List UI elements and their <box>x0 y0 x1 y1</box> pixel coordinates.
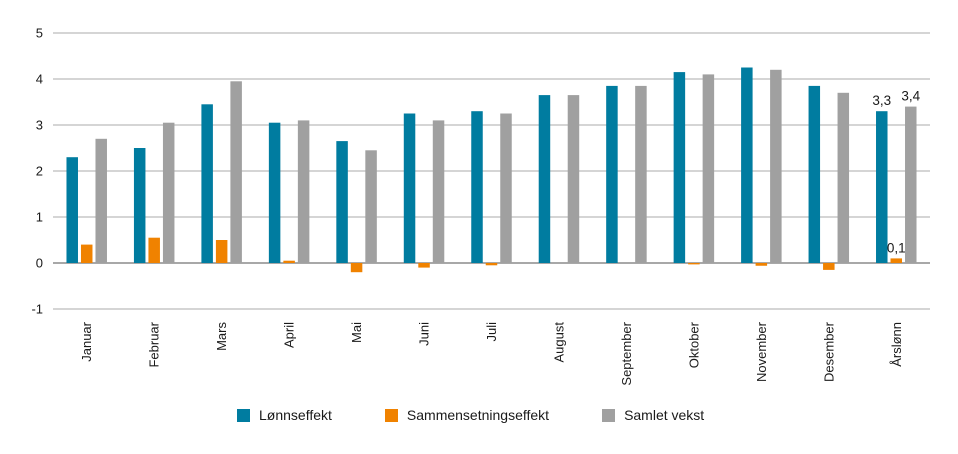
bar-lønnseffekt-oktober <box>673 72 686 263</box>
x-category-label-april: April <box>282 322 297 348</box>
y-tick-label-5: 5 <box>36 26 43 41</box>
bar-sammensetningseffekt-februar <box>148 237 160 263</box>
bar-sammensetningseffekt-årslønn <box>890 258 903 263</box>
bar-samlet-vekst-årslønn <box>905 106 917 263</box>
bar-samlet-vekst-april <box>297 120 310 264</box>
bar-lønnseffekt-årslønn <box>876 111 888 263</box>
y-tick-label-0: 0 <box>36 256 43 271</box>
x-category-label-juni: Juni <box>417 322 432 346</box>
x-category-label-desember: Desember <box>821 321 836 382</box>
bar-lønnseffekt-juli <box>471 111 483 263</box>
y-tick-label--1: -1 <box>31 302 43 317</box>
bar-samlet-vekst-februar <box>162 122 175 263</box>
bar-sammensetningseffekt-juni <box>418 263 430 268</box>
x-category-label-årslønn: Årslønn <box>889 322 904 367</box>
bar-samlet-vekst-mars <box>230 81 242 263</box>
legend-label-samlet-vekst: Samlet vekst <box>624 407 705 423</box>
value-label-sammensetningseffekt-årslønn: 0,1 <box>887 240 906 255</box>
bar-sammensetningseffekt-januar <box>80 244 93 263</box>
legend-label-lønnseffekt: Lønnseffekt <box>259 407 332 423</box>
bar-samlet-vekst-november <box>770 69 782 263</box>
bar-samlet-vekst-oktober <box>702 74 715 264</box>
bar-lønnseffekt-september <box>606 85 618 264</box>
x-category-label-november: November <box>754 321 769 382</box>
bar-samlet-vekst-august <box>567 95 580 263</box>
bar-samlet-vekst-juli <box>500 113 512 263</box>
y-tick-label-1: 1 <box>36 210 43 225</box>
x-category-label-juli: Juli <box>484 322 499 342</box>
legend-swatch-lønnseffekt-icon <box>237 408 250 422</box>
legend-item-samlet-vekst: Samlet vekst <box>602 408 704 422</box>
bar-lønnseffekt-mai <box>336 141 348 263</box>
bar-lønnseffekt-mars <box>201 104 213 263</box>
x-category-label-mai: Mai <box>349 322 364 343</box>
y-tick-label-4: 4 <box>36 72 43 87</box>
legend-label-sammensetningseffekt: Sammensetningseffekt <box>406 407 550 423</box>
bar-lønnseffekt-februar <box>133 148 146 263</box>
legend-item-lønnseffekt: Lønnseffekt <box>237 408 332 422</box>
bar-sammensetningseffekt-november <box>755 263 768 266</box>
x-category-label-september: September <box>619 321 634 385</box>
bar-lønnseffekt-april <box>268 122 281 263</box>
y-tick-label-2: 2 <box>36 164 43 179</box>
bar-lønnseffekt-juni <box>403 113 416 263</box>
value-label-samlet-vekst-årslønn: 3,4 <box>901 89 920 104</box>
x-category-label-februar: Februar <box>147 321 162 367</box>
y-tick-label-3: 3 <box>36 118 43 133</box>
x-category-label-mars: Mars <box>214 322 229 351</box>
bar-samlet-vekst-januar <box>95 138 107 263</box>
chart-plot-area: 5 4 3 2 1 0 -1 Januar Februar Mars April Mai Juni Jul… <box>31 26 930 386</box>
x-category-label-januar: Januar <box>79 321 94 361</box>
bar-samlet-vekst-juni <box>432 120 445 264</box>
bar-sammensetningseffekt-oktober <box>688 263 700 265</box>
chart-legend: Lønnseffekt Sammensetningseffekt Samlet ve… <box>237 406 704 424</box>
legend-swatch-samlet-vekst-icon <box>602 408 616 422</box>
bar-lønnseffekt-november <box>741 67 753 263</box>
value-label-lønnseffekt-årslønn: 3,3 <box>872 93 891 108</box>
bar-lønnseffekt-desember <box>808 85 821 264</box>
bar-lønnseffekt-januar <box>66 157 78 263</box>
bar-sammensetningseffekt-mars <box>215 240 228 263</box>
bar-samlet-vekst-september <box>635 85 647 264</box>
x-category-label-oktober: Oktober <box>686 321 701 368</box>
bar-samlet-vekst-desember <box>837 92 850 263</box>
bar-sammensetningseffekt-april <box>283 260 295 263</box>
legend-swatch-sammensetningseffekt-icon <box>384 408 398 422</box>
bar-sammensetningseffekt-juli <box>485 263 498 266</box>
bar-sammensetningseffekt-desember <box>823 263 835 270</box>
bar-sammensetningseffekt-mai <box>350 263 363 273</box>
bar-samlet-vekst-mai <box>365 150 377 263</box>
bar-lønnseffekt-august <box>538 95 551 263</box>
legend-item-sammensetningseffekt: Sammensetningseffekt <box>384 407 550 423</box>
x-category-label-august: August <box>551 322 566 363</box>
